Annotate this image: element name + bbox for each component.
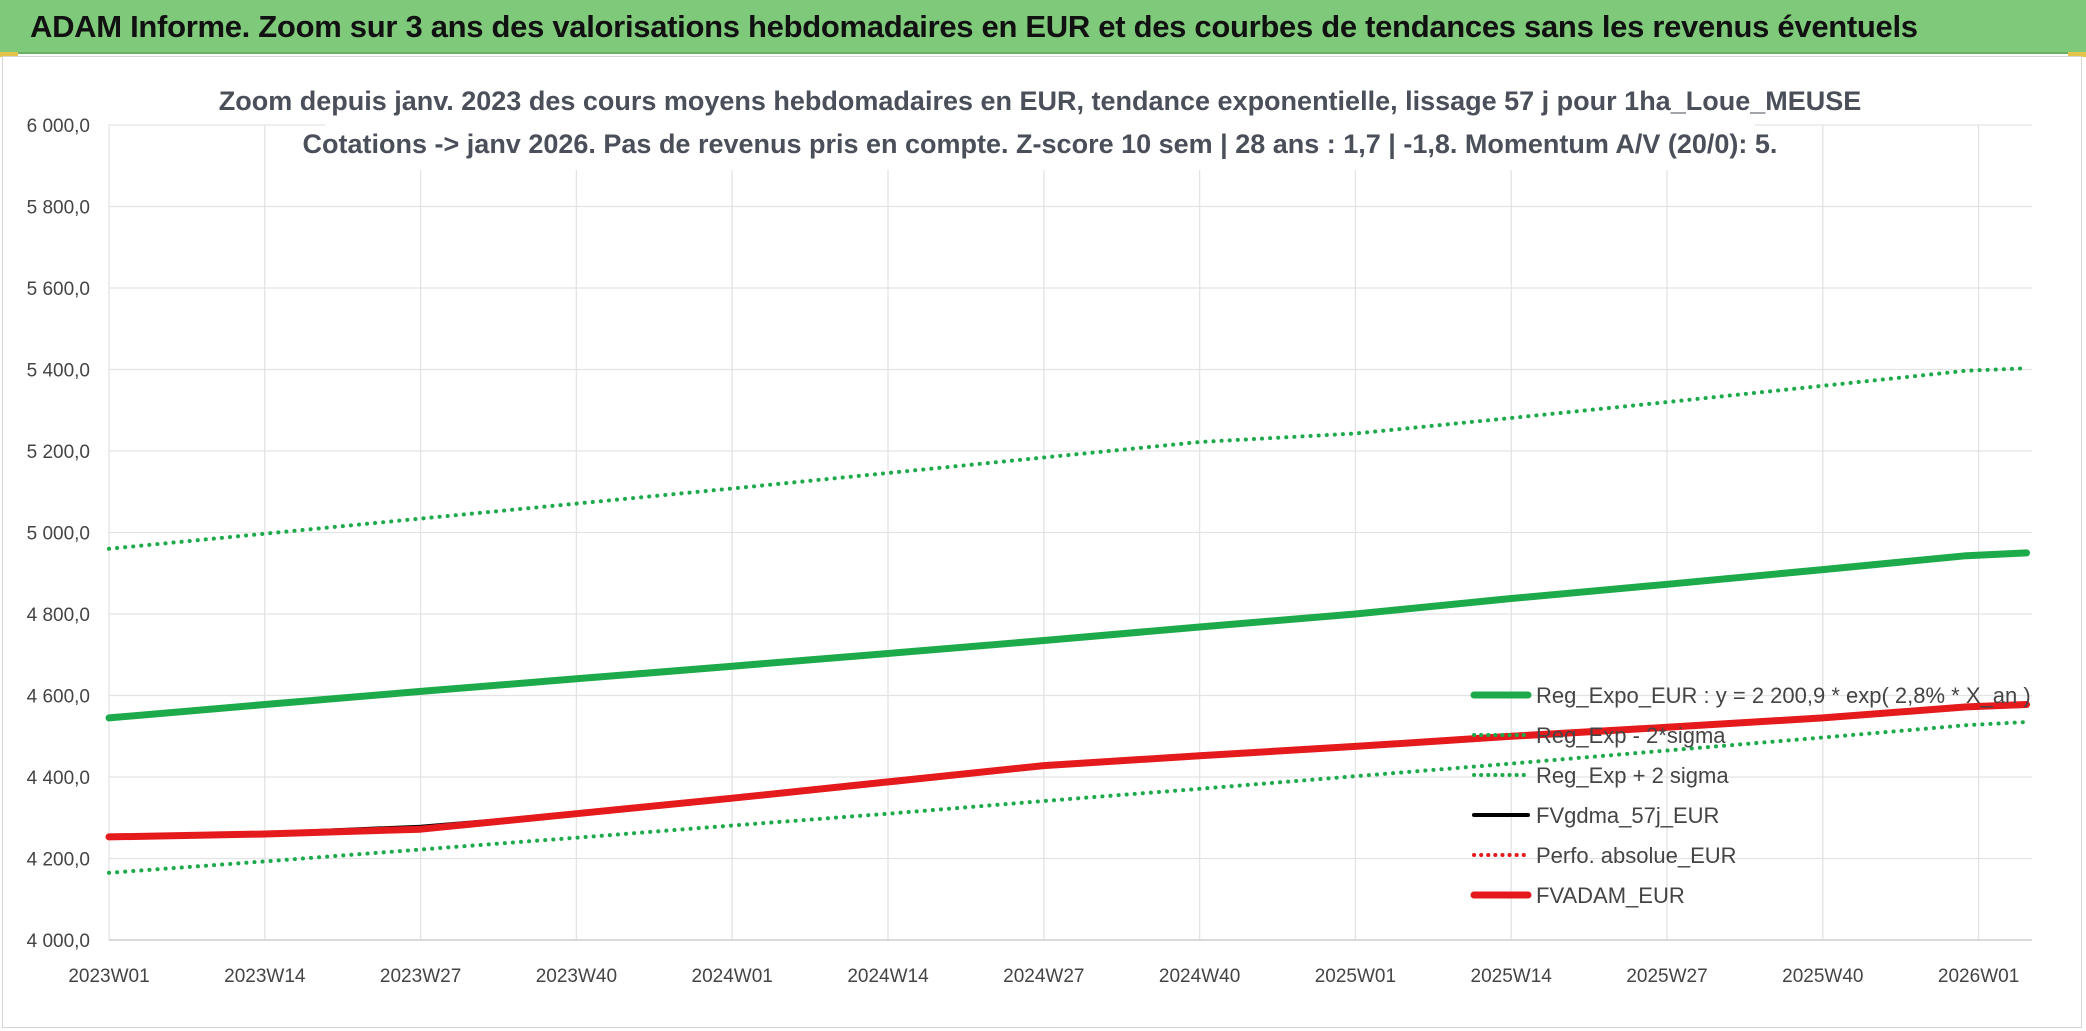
y-tick-label: 5 200,0 bbox=[27, 442, 90, 463]
x-tick-label: 2025W40 bbox=[1782, 966, 1863, 987]
chart-title-background bbox=[325, 80, 1755, 170]
legend-label-5: FVADAM_EUR bbox=[1536, 883, 1685, 908]
series-line-0 bbox=[105, 549, 2030, 722]
report-title: ADAM Informe. Zoom sur 3 ans des valoris… bbox=[30, 9, 1918, 44]
y-tick-label: 5 000,0 bbox=[27, 524, 90, 545]
x-tick-label: 2023W27 bbox=[380, 966, 461, 987]
chart-title-group: Zoom depuis janv. 2023 des cours moyens … bbox=[219, 80, 1862, 170]
x-tick-label: 2024W27 bbox=[1003, 966, 1084, 987]
chart-title-line-1: Zoom depuis janv. 2023 des cours moyens … bbox=[219, 86, 1862, 116]
legend-label-2: Reg_Exp + 2 sigma bbox=[1536, 763, 1729, 788]
y-tick-label: 4 000,0 bbox=[27, 931, 90, 952]
banner-corner-left bbox=[0, 52, 18, 57]
legend-label-0: Reg_Expo_EUR : y = 2 200,9 * exp( 2,8% *… bbox=[1536, 683, 2031, 708]
x-tick-label: 2024W40 bbox=[1159, 966, 1240, 987]
series-line-5 bbox=[105, 701, 2030, 841]
legend: Reg_Expo_EUR : y = 2 200,9 * exp( 2,8% *… bbox=[1470, 683, 2031, 908]
legend-label-4: Perfo. absolue_EUR bbox=[1536, 843, 1737, 868]
y-tick-label: 4 600,0 bbox=[27, 687, 90, 708]
x-axis: 2023W01 2023W14 2023W27 2023W40 2024W01 2024W… bbox=[68, 939, 2032, 987]
y-tick-label: 4 800,0 bbox=[27, 605, 90, 626]
chart-frame bbox=[2, 56, 2082, 1028]
y-axis: 4 000,0 4 200,0 4 400,0 4 600,0 4 800,0 5 000… bbox=[27, 116, 90, 952]
x-tick-label: 2023W01 bbox=[68, 966, 149, 987]
y-tick-label: 5 800,0 bbox=[27, 198, 90, 219]
report-banner: ADAM Informe. Zoom sur 3 ans des valoris… bbox=[0, 0, 2086, 54]
banner-corner-right bbox=[2068, 52, 2086, 57]
x-tick-label: 2025W01 bbox=[1315, 966, 1396, 987]
y-tick-label: 4 200,0 bbox=[27, 850, 90, 871]
grid-lines bbox=[108, 124, 2032, 941]
x-tick-label: 2025W27 bbox=[1626, 966, 1707, 987]
y-tick-label: 5 400,0 bbox=[27, 361, 90, 382]
chart-title-line-2: Cotations -> janv 2026. Pas de revenus p… bbox=[303, 129, 1778, 159]
series-line-1 bbox=[107, 720, 2029, 875]
legend-label-1: Reg_Exp - 2*sigma bbox=[1536, 723, 1726, 748]
y-tick-label: 5 600,0 bbox=[27, 279, 90, 300]
y-tick-label: 4 400,0 bbox=[27, 768, 90, 789]
x-tick-label: 2025W14 bbox=[1471, 966, 1553, 987]
x-tick-label: 2024W01 bbox=[692, 966, 773, 987]
x-tick-label: 2024W14 bbox=[847, 966, 929, 987]
x-tick-label: 2023W14 bbox=[224, 966, 306, 987]
x-tick-label: 2026W01 bbox=[1938, 966, 2019, 987]
series-group bbox=[105, 366, 2030, 875]
legend-label-3: FVgdma_57j_EUR bbox=[1536, 803, 1719, 828]
y-tick-label: 6 000,0 bbox=[27, 116, 90, 137]
series-line-2 bbox=[107, 366, 2029, 551]
x-tick-label: 2023W40 bbox=[536, 966, 617, 987]
